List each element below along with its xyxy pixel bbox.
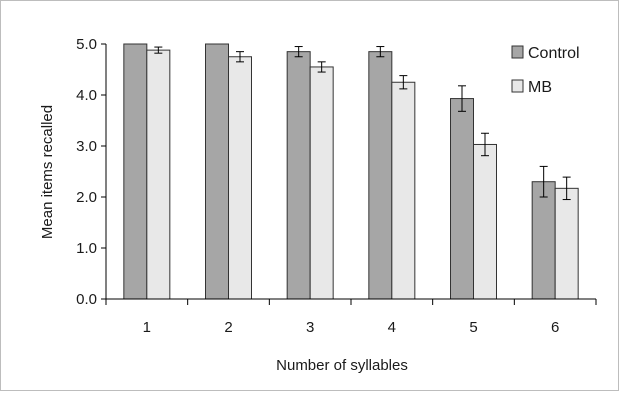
y-tick-label-5: 5.0 — [76, 36, 97, 53]
bar-mb-3 — [309, 66, 334, 300]
x-tick-label-1: 1 — [143, 319, 151, 336]
x-tick-label-2: 2 — [224, 319, 232, 336]
bar-control-2 — [205, 43, 229, 300]
bar-control-5 — [450, 98, 474, 300]
x-axis-title: Number of syllables — [276, 357, 408, 374]
legend-label-mb: MB — [528, 79, 552, 96]
bar-control-6 — [531, 181, 556, 300]
bar-mb-5 — [473, 143, 497, 300]
bar-mb-1 — [146, 49, 171, 300]
legend-swatch-mb — [511, 79, 524, 93]
bar-mb-6 — [554, 187, 579, 300]
y-tick-label-2: 2.0 — [76, 189, 97, 206]
x-tick-label-4: 4 — [388, 319, 396, 336]
plot-area: 0.0 1.0 2.0 3.0 4.0 5.0 1 2 3 4 5 6 — [76, 36, 597, 336]
y-tick-label-0: 0.0 — [76, 291, 97, 308]
legend-swatch-control — [511, 45, 524, 59]
x-tick-label-5: 5 — [469, 319, 477, 336]
y-tick-label-4: 4.0 — [76, 87, 97, 104]
x-tick-label-3: 3 — [306, 319, 314, 336]
y-tick-label-1: 1.0 — [76, 240, 97, 257]
bar-mb-2 — [228, 56, 252, 300]
bar-mb-4 — [391, 81, 416, 300]
bar-control-4 — [368, 51, 393, 300]
x-tick-label-6: 6 — [551, 319, 559, 336]
bar-control-3 — [286, 51, 311, 300]
legend: Control MB — [511, 45, 580, 96]
y-tick-label-3: 3.0 — [76, 138, 97, 155]
y-axis-title: Mean items recalled — [39, 105, 56, 239]
bar-control-1 — [123, 43, 148, 300]
legend-label-control: Control — [528, 45, 580, 62]
